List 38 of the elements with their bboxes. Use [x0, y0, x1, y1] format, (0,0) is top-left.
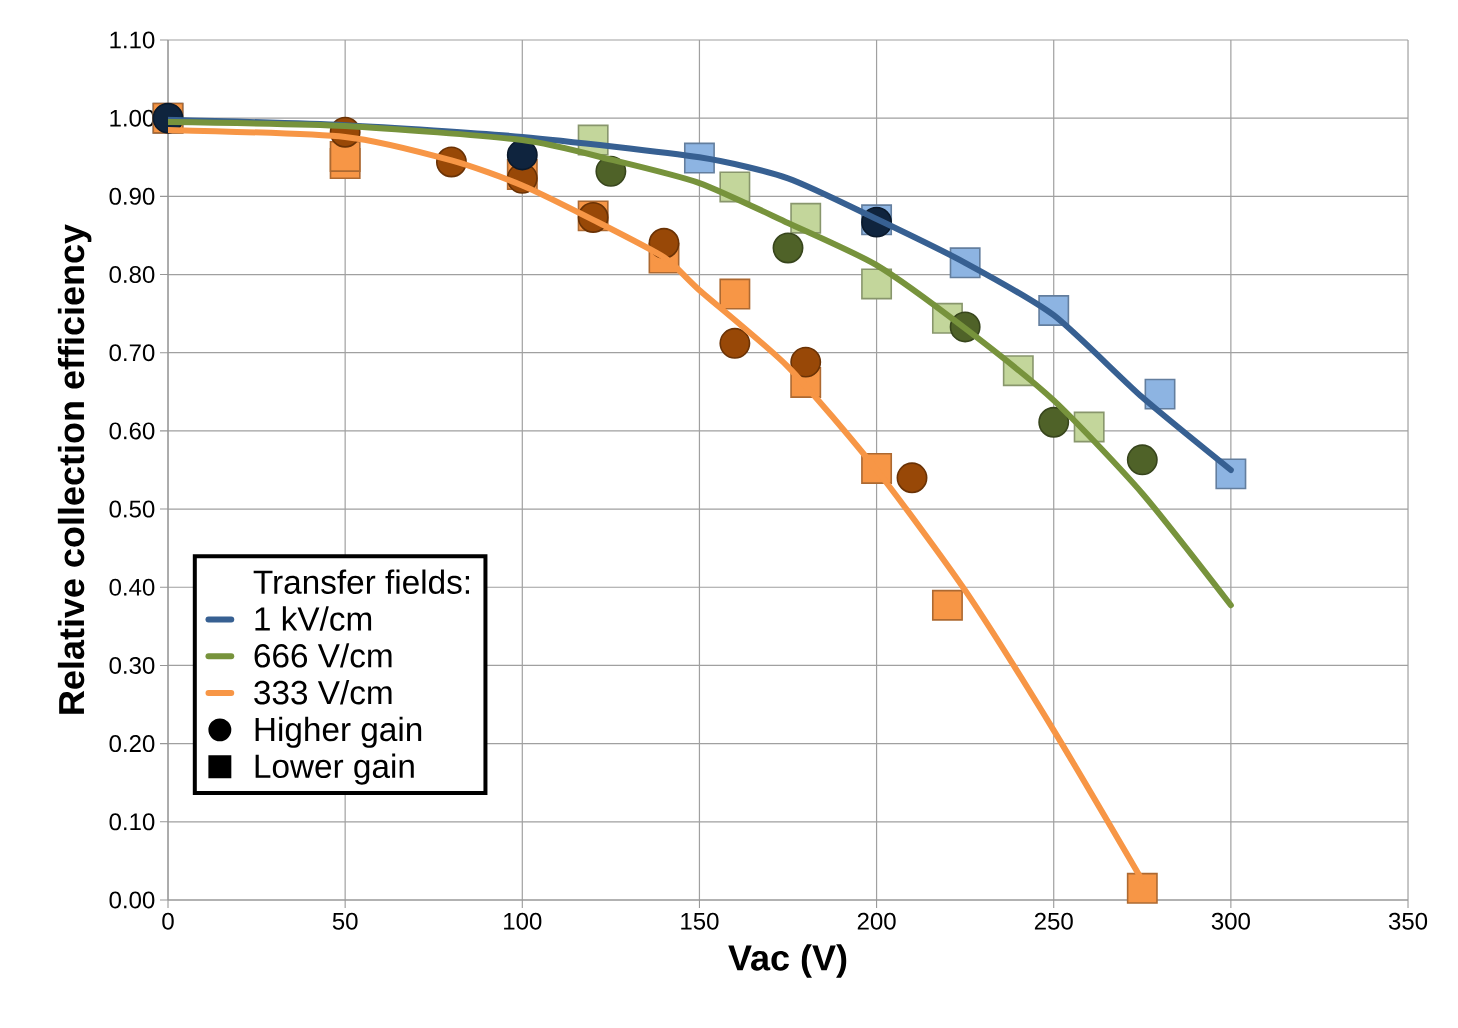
point: [790, 346, 822, 378]
y-tick-label: 0.50: [109, 500, 155, 518]
point: [1126, 872, 1158, 904]
legend-label: 333 V/cm: [254, 679, 392, 705]
y-tick-label: 0.10: [109, 813, 155, 831]
x-tick-label: 250: [1034, 912, 1073, 930]
legend-title: Transfer fields:: [253, 569, 470, 594]
x-tick-label: 300: [1211, 912, 1250, 930]
point: [719, 278, 751, 310]
point: [931, 589, 963, 621]
point: [772, 232, 804, 264]
point: [1038, 406, 1070, 438]
y-tick-label: 0.40: [109, 578, 155, 596]
y-tick-label: 0.60: [109, 422, 155, 440]
x-tick-label: 100: [504, 912, 542, 930]
legend-label: 1 kV/cm: [255, 606, 372, 631]
point: [896, 462, 928, 494]
point: [719, 327, 751, 359]
legend-label: Lower gain: [255, 753, 414, 785]
x-tick-label: 0: [162, 912, 174, 930]
y-tick-label: 0.70: [109, 344, 155, 362]
y-tick-label: 0.00: [109, 891, 155, 909]
y-axis-title: Relative collection efficiency: [57, 224, 92, 714]
y-tick-label: 1.00: [110, 109, 155, 127]
x-tick-label: 150: [681, 912, 719, 930]
y-tick-label: 0.20: [109, 735, 155, 753]
point: [861, 268, 893, 300]
legend-label: Higher gain: [255, 716, 422, 748]
y-tick-label: 0.80: [109, 266, 155, 284]
point: [1126, 444, 1158, 476]
x-tick-label: 50: [332, 912, 358, 930]
y-tick-label: 1.10: [110, 31, 155, 49]
legend-label: 666 V/cm: [254, 643, 392, 668]
x-tick-label: 350: [1388, 912, 1428, 930]
y-tick-label: 0.90: [109, 187, 155, 205]
x-tick-label: 200: [857, 912, 896, 930]
y-tick-label: 0.30: [109, 656, 155, 674]
x-axis-title: Vac (V): [728, 944, 847, 978]
